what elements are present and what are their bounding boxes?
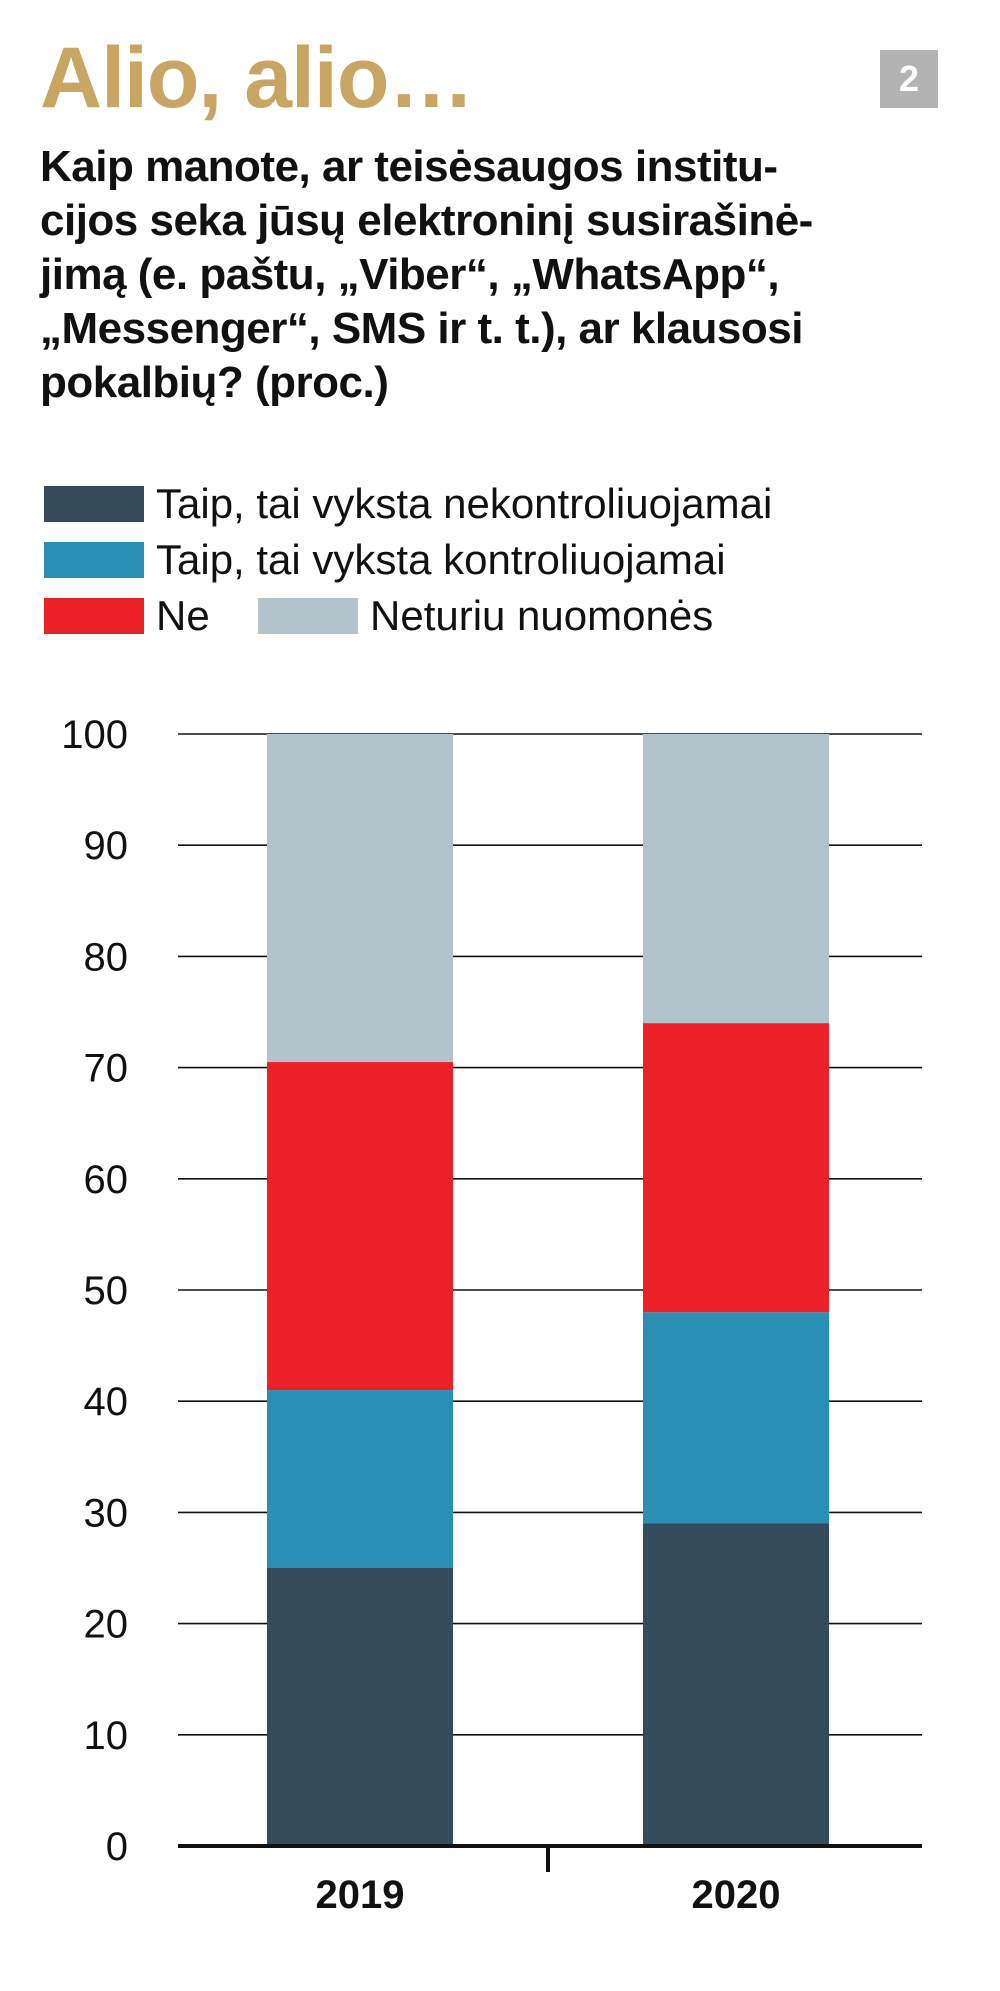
bar-segment	[643, 1312, 829, 1524]
chart-title-line: „Messenger“, SMS ir t. t.), ar klausosi	[40, 304, 803, 353]
legend-label: Taip, tai vyksta kontroliuojamai	[156, 536, 726, 583]
legend-label: Taip, tai vyksta nekontroliuojamai	[156, 480, 773, 527]
y-tick-label: 10	[84, 1714, 129, 1758]
chart-title-line: pokalbių? (proc.)	[40, 358, 389, 407]
y-tick-label: 30	[84, 1491, 129, 1535]
chart-title-line: jimą (e. paštu, „Viber“, „WhatsApp“,	[40, 250, 780, 299]
stacked-bar-chart: 0 10 20 30 40 50 60 70 80 90 100 2019 2020	[61, 713, 922, 1917]
legend-swatch	[258, 598, 358, 634]
chart-title-line: Kaip manote, ar teisėsaugos institu-	[40, 142, 778, 191]
legend-swatch	[44, 598, 144, 634]
bar-segment	[643, 1023, 829, 1313]
legend-swatch	[44, 486, 144, 522]
bar-segment	[267, 734, 453, 1063]
chart-title: Kaip manote, ar teisėsaugos institu- cij…	[40, 140, 940, 410]
x-category-label: 2020	[692, 1873, 781, 1917]
y-tick-label: 40	[84, 1380, 129, 1424]
y-tick-label: 90	[84, 824, 129, 868]
y-tick-label: 80	[84, 935, 129, 979]
y-tick-label: 70	[84, 1047, 129, 1091]
y-tick-label: 100	[61, 713, 128, 757]
bar-segment	[267, 1390, 453, 1568]
page-number-badge: 2	[880, 50, 938, 108]
bar-segment	[267, 1062, 453, 1391]
bar-segment	[643, 1523, 829, 1846]
y-tick-label: 20	[84, 1603, 129, 1647]
y-tick-label: 50	[84, 1269, 129, 1313]
x-category-label: 2019	[316, 1873, 405, 1917]
legend-swatch	[44, 542, 144, 578]
legend-label: Neturiu nuomonės	[370, 592, 714, 639]
bar-segment	[267, 1568, 453, 1846]
legend-label: Ne	[156, 592, 210, 639]
y-tick-label: 60	[84, 1158, 129, 1202]
chart-title-line: cijos seka jūsų elektroninį susirašinė-	[40, 196, 813, 245]
y-tick-label: 0	[106, 1825, 128, 1869]
bar-segment	[643, 734, 829, 1024]
headline: Alio, alio…	[40, 30, 474, 126]
chart-legend: Taip, tai vyksta nekontroliuojamai Taip,…	[44, 478, 944, 648]
